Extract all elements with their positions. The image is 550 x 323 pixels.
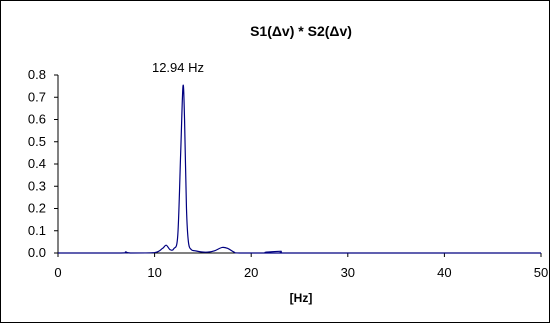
x-tick-label: 0 [54,265,61,280]
peak-annotation: 12.94 Hz [152,60,204,75]
chart-title: S1(Δv) * S2(Δv) [250,23,352,39]
y-tick-label: 0.8 [28,67,46,82]
x-tick-label: 30 [341,265,355,280]
y-tick-label: 0.5 [28,134,46,149]
x-tick-label: 50 [534,265,548,280]
x-tick-label: 10 [147,265,161,280]
y-tick-label: 0.7 [28,89,46,104]
y-tick-label: 0.2 [28,201,46,216]
x-tick-label: 20 [244,265,258,280]
plot-area: 0.0 0.1 0.2 0.3 0.4 0.5 0.6 0.7 0.8 0 10 20 30 40 50 12… [28,60,548,280]
y-tick-label: 0.0 [28,245,46,260]
y-tick-label: 0.6 [28,112,46,127]
series-line [58,84,541,254]
y-tick-label: 0.4 [28,156,46,171]
y-tick-label: 0.3 [28,178,46,193]
y-tick-label: 0.1 [28,223,46,238]
x-axis-title: [Hz] [290,291,313,305]
x-tick-label: 40 [437,265,451,280]
